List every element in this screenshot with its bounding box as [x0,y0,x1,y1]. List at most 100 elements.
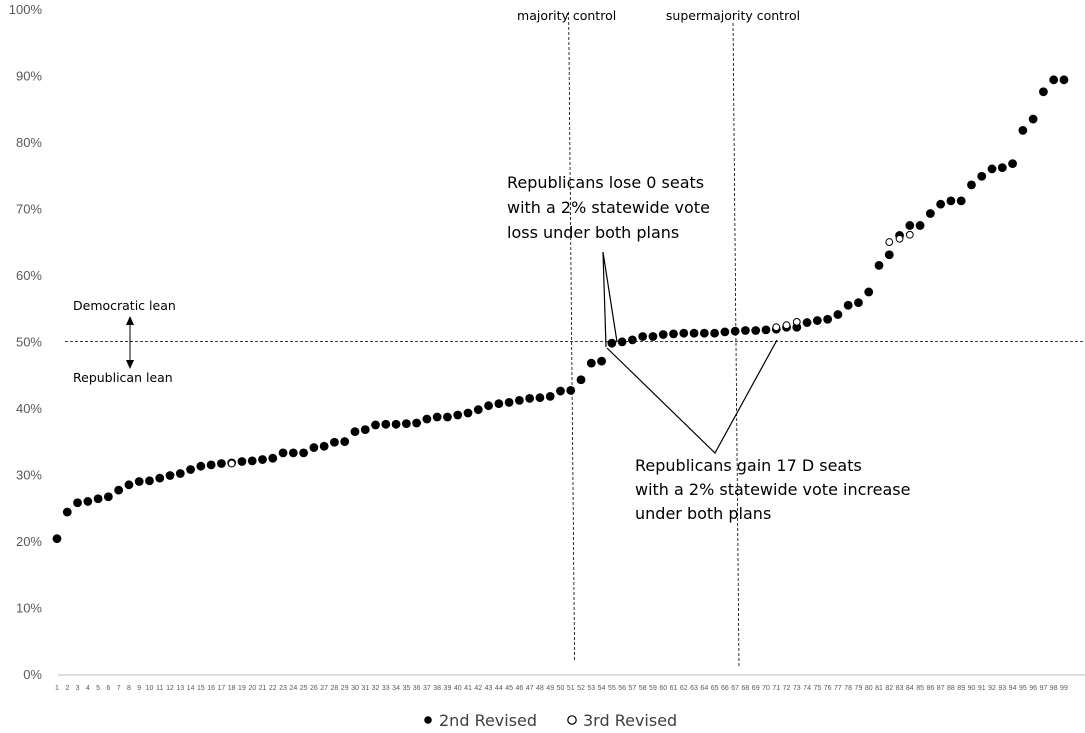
data-point [443,412,452,422]
y-tick-label: 0% [23,667,42,682]
x-tick-label: 50 [557,685,565,692]
x-tick-label: 94 [1009,685,1017,692]
data-point [103,492,113,502]
x-tick-label: 70 [762,685,770,692]
x-tick-label: 34 [392,685,400,692]
x-tick-label: 64 [700,685,708,692]
data-point [617,337,627,347]
data-point [658,330,668,339]
data-point [843,300,853,310]
x-tick-label: 67 [731,685,739,692]
data-point [1039,87,1048,97]
data-point [401,419,411,429]
x-tick-label: 77 [834,685,842,692]
data-point [494,399,504,409]
x-tick-label: 73 [793,685,801,692]
data-point [371,420,380,430]
lean-arrow-down-head [126,360,134,369]
data-point [175,469,185,478]
x-tick-label: 83 [896,685,904,692]
data-point [628,335,637,345]
data-point [967,180,976,190]
data-point [751,326,761,335]
data-point [145,476,154,486]
x-tick-label: 74 [803,685,811,692]
x-tick-label: 4 [86,685,90,692]
data-point [792,317,801,326]
x-tick-label: 41 [464,685,472,692]
x-tick-label: 47 [526,685,534,692]
data-point [772,323,781,332]
x-tick-label: 51 [567,685,575,692]
x-tick-label: 35 [402,685,410,692]
x-tick-label: 55 [608,685,616,692]
x-tick-label: 21 [259,685,267,692]
data-point [1008,159,1017,169]
annotation-gain-text: under both plans [635,504,771,523]
x-tick-label: 42 [474,685,482,692]
x-tick-label: 3 [76,685,80,692]
data-point [299,448,308,458]
y-tick-label: 90% [16,69,42,84]
x-tick-label: 23 [279,685,287,692]
x-tick-label: 28 [331,685,339,692]
x-tick-label: 29 [341,685,349,692]
x-tick-label: 36 [413,685,421,692]
x-tick-label: 18 [228,685,236,692]
data-point [1049,75,1059,85]
data-point [422,414,432,424]
x-tick-label: 57 [629,685,637,692]
data-point [987,164,997,174]
data-point [278,448,288,458]
data-point [237,457,247,466]
data-point [905,230,914,239]
y-tick-label: 80% [16,135,42,150]
data-point [833,310,843,319]
data-point [977,171,987,181]
data-point [330,437,339,447]
data-point [227,459,236,468]
data-point [340,437,350,446]
data-point [196,461,206,471]
data-point [730,326,740,336]
data-point [186,465,195,474]
data-point [165,471,175,480]
x-tick-label: 10 [146,685,154,692]
x-tick-label: 39 [444,685,452,692]
x-tick-label: 26 [310,685,318,692]
x-tick-label: 9 [137,685,141,692]
x-tick-label: 48 [536,685,544,692]
x-tick-label: 27 [320,685,328,692]
annotation-lose-pointer [602,251,618,348]
control-threshold-line [568,11,576,662]
data-point [93,494,103,504]
x-tick-label: 19 [238,685,246,692]
x-tick-label: 17 [218,685,226,692]
reference-lines: majority control supermajority control [65,8,1085,669]
data-point [73,498,82,508]
data-point [885,238,894,246]
x-tick-label: 31 [361,685,369,692]
x-tick-label: 66 [721,685,729,692]
x-axis-ticks: 1 2 3 4 5 6 7 8 9 10 11 12 13 14 15 16 17 18 19 20 21 22 23 24 2… [55,685,1068,692]
data-points [52,75,1069,544]
y-tick-label: 100% [9,2,43,17]
annotation-gain-pointer [606,339,778,454]
data-point [258,455,267,464]
x-tick-label: 45 [505,685,513,692]
x-tick-label: 11 [156,685,163,692]
data-point [936,199,946,209]
data-point [134,477,144,486]
x-tick-label: 88 [947,685,955,692]
annotation-gain-text: Republicans gain 17 D seats [635,456,862,475]
y-tick-label: 40% [16,401,42,416]
data-point [206,460,216,470]
legend-label-3rd-revised: 3rd Revised [583,711,677,730]
x-tick-label: 32 [372,685,380,692]
data-point [566,385,576,395]
x-tick-label: 56 [618,685,626,692]
data-point [648,332,658,341]
data-point [823,314,833,324]
data-point [1059,75,1069,85]
data-point [956,196,966,206]
